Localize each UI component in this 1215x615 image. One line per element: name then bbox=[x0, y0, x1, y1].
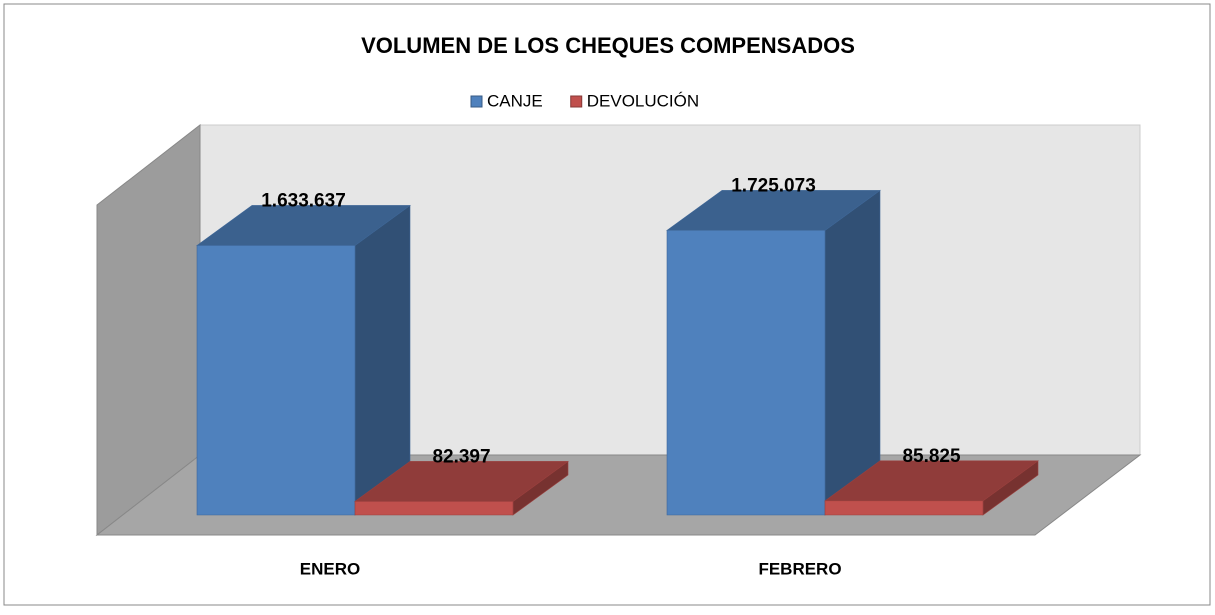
bar-front bbox=[824, 500, 984, 516]
data-label: 1.633.637 bbox=[261, 190, 346, 211]
legend-label: CANJE bbox=[487, 91, 543, 110]
bar-side bbox=[824, 189, 881, 516]
x-tick-label: FEBRERO bbox=[758, 559, 841, 578]
bar-front bbox=[354, 501, 514, 516]
data-label: 85.825 bbox=[902, 446, 961, 467]
legend-swatch bbox=[470, 95, 483, 108]
legend-label: DEVOLUCIÓN bbox=[587, 91, 699, 110]
legend-swatch bbox=[570, 95, 583, 108]
bar bbox=[196, 204, 411, 516]
data-label: 82.397 bbox=[432, 446, 490, 467]
bar bbox=[354, 460, 569, 516]
bar-front bbox=[666, 230, 826, 516]
bar bbox=[666, 189, 881, 516]
data-label: 1.725.073 bbox=[731, 175, 816, 196]
bar-front bbox=[196, 245, 356, 516]
x-tick-label: ENERO bbox=[300, 559, 360, 578]
bar bbox=[824, 460, 1039, 516]
chart-title: VOLUMEN DE LOS CHEQUES COMPENSADOS bbox=[361, 33, 855, 58]
